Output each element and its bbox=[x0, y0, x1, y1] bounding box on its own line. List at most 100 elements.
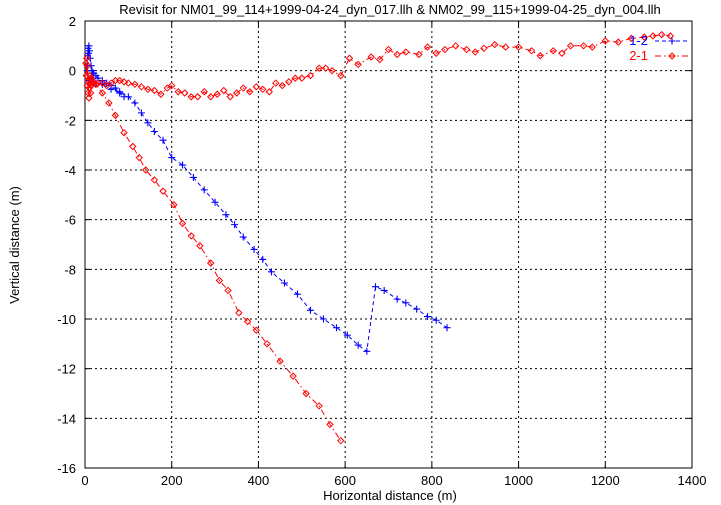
data-point bbox=[239, 84, 247, 92]
data-point bbox=[462, 45, 471, 54]
data-point bbox=[111, 111, 120, 120]
y-tick-label: 0 bbox=[69, 64, 76, 79]
data-point bbox=[226, 93, 234, 101]
data-point bbox=[124, 93, 132, 101]
data-point bbox=[207, 93, 215, 101]
data-point bbox=[141, 166, 150, 174]
data-point bbox=[315, 402, 323, 410]
data-point bbox=[168, 81, 176, 90]
data-point bbox=[131, 80, 139, 89]
data-point bbox=[235, 309, 243, 317]
data-point bbox=[443, 324, 451, 332]
data-point bbox=[354, 60, 362, 69]
data-point bbox=[471, 48, 479, 56]
data-point bbox=[135, 153, 143, 162]
data-point bbox=[315, 64, 323, 72]
data-point bbox=[187, 93, 195, 101]
data-point bbox=[222, 211, 230, 219]
data-point bbox=[163, 84, 172, 92]
data-point bbox=[107, 79, 115, 87]
data-point bbox=[640, 33, 649, 41]
x-tick-label: 600 bbox=[334, 473, 356, 488]
data-point bbox=[116, 88, 124, 96]
data-point bbox=[371, 283, 379, 291]
data-point bbox=[179, 161, 187, 169]
data-point bbox=[144, 85, 152, 93]
chart-title: Revisit for NM01_99_114+1999-04-24_dyn_0… bbox=[119, 2, 661, 17]
y-tick-label: -6 bbox=[64, 213, 76, 228]
series-1-2 bbox=[83, 42, 451, 355]
data-point bbox=[252, 326, 260, 334]
data-point bbox=[137, 83, 146, 91]
data-point bbox=[326, 420, 334, 429]
data-point bbox=[657, 30, 666, 39]
y-axis-label: Vertical distance (m) bbox=[7, 186, 22, 304]
data-point bbox=[558, 49, 566, 57]
data-point bbox=[343, 331, 351, 339]
data-point bbox=[150, 128, 158, 136]
data-point bbox=[579, 42, 588, 50]
data-point bbox=[259, 85, 267, 93]
data-point bbox=[85, 94, 93, 102]
y-tick-label: -16 bbox=[57, 461, 76, 476]
axis-ticks: 0 200 400 600 800 1000 1200 1400 -16 -14 -12 -10 -8 -… bbox=[57, 14, 706, 488]
x-tick-label: 1000 bbox=[504, 473, 533, 488]
data-point bbox=[285, 78, 293, 86]
data-point bbox=[614, 38, 623, 46]
data-point bbox=[451, 42, 460, 50]
y-tick-label: -12 bbox=[57, 362, 76, 377]
data-point bbox=[289, 372, 297, 380]
data-point bbox=[196, 242, 204, 250]
data-point bbox=[302, 389, 310, 398]
data-point bbox=[332, 324, 340, 332]
data-point bbox=[83, 54, 91, 62]
data-point bbox=[402, 48, 410, 56]
data-point bbox=[376, 55, 384, 64]
data-point bbox=[415, 50, 423, 59]
data-point bbox=[159, 187, 167, 195]
data-point bbox=[239, 233, 247, 241]
data-point bbox=[345, 54, 354, 62]
data-point bbox=[321, 64, 330, 72]
data-point bbox=[549, 47, 557, 55]
data-point bbox=[393, 295, 401, 303]
data-point bbox=[293, 290, 301, 298]
data-point bbox=[250, 245, 258, 253]
data-point bbox=[159, 136, 167, 144]
data-point bbox=[246, 88, 254, 96]
data-point bbox=[137, 109, 145, 117]
data-point bbox=[84, 76, 93, 85]
data-point bbox=[187, 232, 195, 240]
data-point bbox=[267, 268, 275, 276]
data-point bbox=[98, 79, 107, 87]
data-point bbox=[200, 186, 208, 194]
data-point bbox=[384, 45, 393, 54]
data-point bbox=[566, 42, 575, 50]
x-tick-label: 200 bbox=[161, 473, 183, 488]
data-point bbox=[215, 276, 224, 285]
x-tick-label: 800 bbox=[421, 473, 443, 488]
legend-label-2-1: 2-1 bbox=[629, 48, 648, 63]
data-point bbox=[276, 357, 284, 365]
data-point bbox=[178, 219, 187, 228]
x-tick-label: 1400 bbox=[678, 473, 707, 488]
data-point bbox=[174, 88, 182, 96]
data-point bbox=[207, 259, 215, 267]
data-point bbox=[265, 88, 273, 96]
data-point bbox=[319, 315, 327, 323]
data-point bbox=[115, 76, 124, 85]
data-point bbox=[102, 81, 111, 90]
data-point bbox=[354, 341, 362, 349]
data-point bbox=[514, 43, 523, 51]
data-point bbox=[306, 71, 315, 80]
data-point bbox=[87, 75, 96, 84]
plot-frame bbox=[84, 20, 693, 469]
data-point bbox=[402, 299, 410, 307]
data-point bbox=[480, 44, 488, 53]
data-point bbox=[150, 86, 159, 95]
legend-marker-2-1 bbox=[668, 52, 676, 60]
data-point bbox=[211, 198, 219, 206]
data-point bbox=[272, 79, 280, 87]
data-point bbox=[220, 86, 228, 95]
